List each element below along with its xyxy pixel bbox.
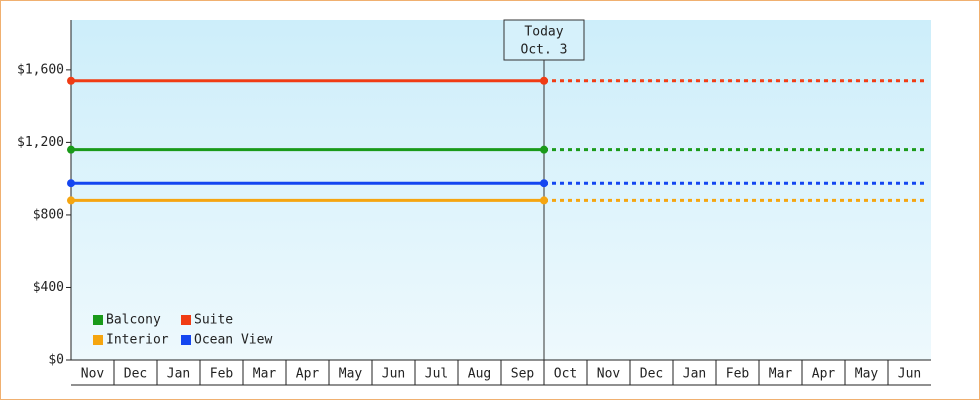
- point: [540, 145, 548, 154]
- x-tick-label: Jun: [382, 367, 405, 382]
- today-date: Oct. 3: [521, 43, 568, 58]
- point: [540, 196, 548, 205]
- x-tick-label: Feb: [726, 367, 750, 382]
- today-title: Today: [524, 25, 563, 40]
- x-tick-label: May: [855, 367, 879, 382]
- x-tick-label: Jun: [898, 367, 921, 382]
- x-tick-label: Apr: [812, 367, 836, 382]
- legend-swatch: [181, 315, 191, 325]
- y-tick-label: $1,200: [17, 135, 64, 150]
- x-tick-label: Jan: [167, 367, 190, 382]
- x-tick-label: Nov: [597, 367, 621, 382]
- x-tick-label: Mar: [769, 367, 793, 382]
- x-tick-label: Apr: [296, 367, 320, 382]
- point: [67, 196, 75, 205]
- legend-label: Ocean View: [194, 333, 272, 348]
- x-tick-label: Jan: [683, 367, 706, 382]
- x-tick-label: Sep: [511, 367, 535, 382]
- legend-label: Balcony: [106, 313, 161, 328]
- x-tick-label: Oct: [554, 367, 577, 382]
- point: [67, 76, 75, 85]
- legend-swatch: [93, 335, 103, 345]
- x-tick-label: Jul: [425, 367, 448, 382]
- today-box: [503, 19, 585, 61]
- point: [67, 179, 75, 188]
- x-tick-label: Nov: [81, 367, 105, 382]
- legend-swatch: [93, 315, 103, 325]
- legend-swatch: [181, 335, 191, 345]
- point: [67, 145, 75, 154]
- x-tick-label: Dec: [124, 367, 147, 382]
- plot-area: [71, 20, 931, 360]
- x-tick-label: May: [339, 367, 363, 382]
- x-tick-label: Dec: [640, 367, 663, 382]
- x-tick-label: Aug: [468, 367, 491, 382]
- y-tick-label: $800: [33, 207, 64, 222]
- legend-label: Suite: [194, 313, 233, 328]
- point: [540, 179, 548, 188]
- point: [540, 76, 548, 85]
- y-tick-label: $0: [48, 353, 64, 368]
- legend-label: Interior: [106, 333, 169, 348]
- y-tick-label: $1,600: [17, 62, 64, 77]
- x-tick-label: Feb: [210, 367, 234, 382]
- y-tick-label: $400: [33, 280, 64, 295]
- x-tick-label: Mar: [253, 367, 277, 382]
